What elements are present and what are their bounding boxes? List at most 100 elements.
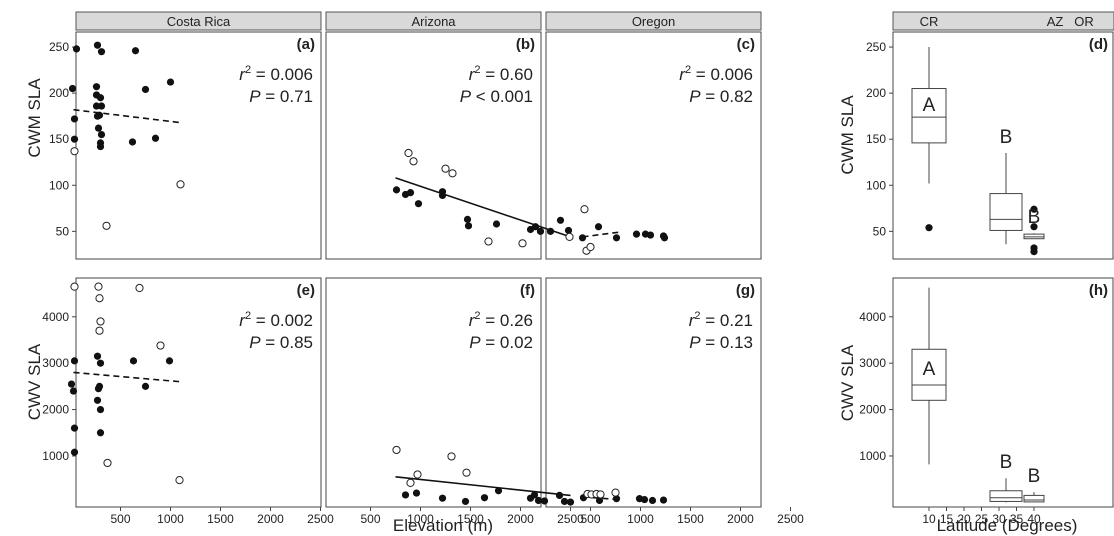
- point-filled: [96, 94, 105, 102]
- point-open: [175, 475, 184, 485]
- point-filled: [492, 220, 501, 228]
- strip-label: Arizona: [411, 14, 456, 29]
- significance-letter: A: [923, 359, 936, 380]
- point-filled: [97, 48, 106, 56]
- fit-line: [73, 371, 181, 383]
- fit-line: [395, 177, 571, 238]
- lat-tick-label: 30: [992, 512, 1006, 526]
- point-filled: [578, 234, 587, 242]
- point-filled: [93, 352, 102, 360]
- point-filled: [93, 41, 102, 49]
- x-tick-label: 500: [110, 512, 130, 526]
- point-filled: [70, 135, 79, 143]
- panel-id: (g): [736, 282, 755, 299]
- p-value-label: P = 0.82: [689, 87, 753, 106]
- row-label-bottom-box: CWV SLA: [838, 344, 857, 421]
- point-filled: [595, 496, 604, 505]
- y-tick-label: 150: [49, 132, 69, 146]
- outlier-point: [1030, 248, 1038, 256]
- point-filled: [141, 382, 150, 390]
- y-tick-label: 250: [49, 40, 69, 54]
- panel-id: (a): [297, 36, 315, 53]
- box-panel-frame: [892, 31, 1114, 260]
- point-filled: [414, 200, 423, 208]
- lat-tick-label: 20: [957, 512, 971, 526]
- point-filled: [536, 227, 545, 235]
- panel-frame: [545, 31, 762, 260]
- point-filled: [566, 498, 575, 506]
- point-open: [70, 282, 79, 291]
- point-filled: [564, 226, 573, 235]
- x-tick-label: 500: [360, 512, 380, 526]
- point-open: [413, 470, 422, 479]
- point-filled: [556, 216, 565, 224]
- y-tick-label: 50: [873, 224, 887, 238]
- point-filled: [94, 124, 103, 132]
- r-squared-label: r2 = 0.006: [679, 64, 753, 84]
- point-filled: [438, 494, 447, 502]
- p-value-label: P = 0.02: [469, 333, 533, 352]
- outlier-point: [925, 224, 933, 232]
- point-filled: [97, 102, 106, 110]
- x-tick-label: 2000: [257, 512, 284, 526]
- r-squared-label: r2 = 0.26: [469, 310, 533, 330]
- strip-label: Costa Rica: [167, 14, 231, 29]
- point-filled: [141, 85, 150, 94]
- y-tick-label: 250: [866, 40, 886, 54]
- point-filled: [70, 448, 79, 456]
- y-tick-label: 3000: [42, 356, 69, 370]
- x-tick-label: 2500: [557, 512, 584, 526]
- y-tick-label: 150: [866, 132, 886, 146]
- point-open: [462, 468, 471, 477]
- panel-id: (b): [516, 36, 535, 53]
- x-tick-label: 2500: [777, 512, 804, 526]
- point-open: [484, 237, 493, 246]
- y-tick-label: 4000: [42, 310, 69, 324]
- row-label-top: CWM SLA: [25, 78, 44, 158]
- y-tick-label: 1000: [42, 449, 69, 463]
- lat-tick-label: 15: [940, 512, 954, 526]
- point-open: [135, 283, 144, 293]
- x-tick-label: 1500: [677, 512, 704, 526]
- point-open: [596, 490, 605, 499]
- significance-letter: B: [1028, 207, 1041, 228]
- point-filled: [463, 215, 472, 223]
- strip-arizona: [325, 11, 542, 31]
- point-open: [611, 488, 620, 497]
- point-open: [392, 445, 401, 455]
- x-tick-label: 2000: [507, 512, 534, 526]
- point-filled: [438, 191, 447, 200]
- point-filled: [95, 111, 104, 119]
- r-squared-label: r2 = 0.21: [689, 310, 753, 330]
- p-value-label: P < 0.001: [460, 87, 533, 106]
- point-filled: [96, 405, 105, 414]
- outlier-point: [1030, 205, 1038, 213]
- strip-latitude: [892, 11, 1114, 31]
- point-filled: [531, 223, 540, 231]
- point-filled: [68, 84, 77, 93]
- x-tick-label: 1500: [207, 512, 234, 526]
- point-filled: [67, 380, 76, 388]
- point-filled: [70, 357, 79, 365]
- box: [911, 348, 947, 401]
- box: [989, 193, 1023, 231]
- panel-frame: [325, 277, 542, 508]
- x-tick-label: 1000: [627, 512, 654, 526]
- point-filled: [72, 45, 81, 53]
- box: [1023, 494, 1045, 503]
- point-open: [518, 239, 527, 248]
- point-filled: [660, 234, 669, 242]
- p-value-label: P = 0.13: [689, 333, 753, 352]
- significance-letter: B: [1028, 466, 1041, 487]
- lat-tick-label: 35: [1010, 512, 1024, 526]
- point-open: [565, 232, 574, 241]
- point-open: [448, 169, 457, 178]
- y-tick-label: 100: [49, 178, 69, 192]
- point-filled: [560, 497, 569, 506]
- panel-id: (h): [1089, 282, 1108, 299]
- point-filled: [70, 424, 79, 432]
- point-open: [70, 147, 79, 156]
- x-tick-label: 1000: [407, 512, 434, 526]
- point-open: [409, 157, 418, 166]
